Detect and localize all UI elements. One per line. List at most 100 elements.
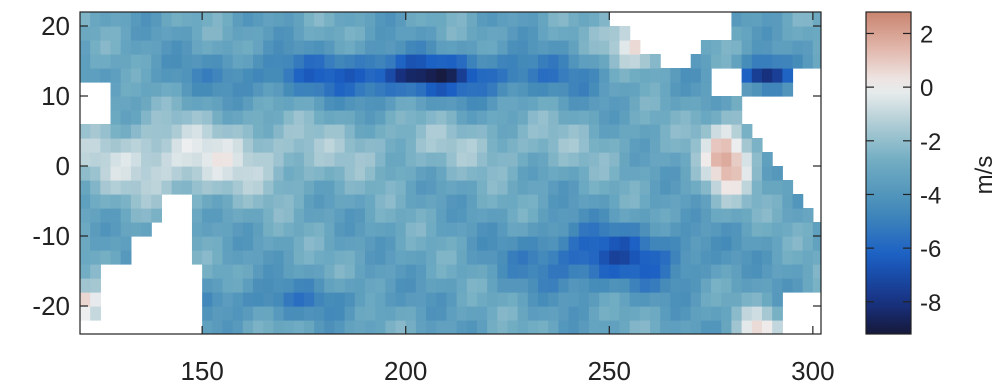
heatmap-cell <box>681 208 692 223</box>
heatmap-cell <box>345 82 356 97</box>
heatmap-cell <box>385 194 396 209</box>
heatmap-cell <box>518 236 529 251</box>
heatmap-cell <box>345 68 356 83</box>
heatmap-cell <box>650 138 661 153</box>
heatmap-cell <box>457 40 468 55</box>
heatmap-cell <box>90 208 101 223</box>
heatmap-cell <box>223 292 234 307</box>
heatmap-cell <box>223 208 234 223</box>
heatmap-cell <box>670 306 681 321</box>
heatmap-cell <box>711 96 722 111</box>
heatmap-cell <box>518 12 529 27</box>
heatmap-cell <box>538 138 549 153</box>
heatmap-cell <box>548 40 559 55</box>
heatmap-cell <box>497 40 508 55</box>
heatmap-cell <box>111 26 122 41</box>
heatmap-cell <box>182 12 193 27</box>
heatmap-cell <box>650 250 661 265</box>
heatmap-cell <box>212 82 223 97</box>
heatmap-cell <box>324 194 335 209</box>
heatmap-cell <box>762 250 773 265</box>
heatmap-cell <box>508 12 519 27</box>
heatmap-cell <box>681 306 692 321</box>
heatmap-cell <box>243 208 254 223</box>
heatmap-cell <box>324 110 335 125</box>
heatmap-cell <box>131 194 142 209</box>
heatmap-cell <box>518 320 529 335</box>
heatmap-cell <box>701 236 712 251</box>
heatmap-cell <box>314 278 325 293</box>
heatmap-cell <box>416 110 427 125</box>
heatmap-cell <box>599 54 610 69</box>
heatmap-cell <box>599 222 610 237</box>
heatmap-cell <box>538 12 549 27</box>
heatmap-cell <box>385 152 396 167</box>
heatmap-cell <box>324 222 335 237</box>
heatmap-cell <box>528 68 539 83</box>
heatmap-cell <box>619 152 630 167</box>
heatmap-cell <box>192 222 203 237</box>
heatmap-cell <box>731 222 742 237</box>
heatmap-cell <box>528 152 539 167</box>
heatmap-cell <box>803 264 814 279</box>
heatmap-cell <box>304 54 315 69</box>
heatmap-cell <box>385 208 396 223</box>
heatmap-cell <box>243 306 254 321</box>
heatmap-cell <box>121 54 132 69</box>
heatmap-cell <box>589 96 600 111</box>
heatmap-cell <box>782 68 793 83</box>
heatmap-cell <box>355 68 366 83</box>
heatmap-cell <box>711 222 722 237</box>
heatmap-cell <box>619 208 630 223</box>
heatmap-cell <box>233 96 244 111</box>
heatmap-cell <box>630 68 641 83</box>
heatmap-cell <box>803 208 814 223</box>
heatmap-cell <box>121 124 132 139</box>
heatmap-cell <box>731 124 742 139</box>
heatmap-cell <box>528 236 539 251</box>
heatmap-cell <box>640 54 651 69</box>
heatmap-cell <box>182 138 193 153</box>
heatmap-cell <box>263 194 274 209</box>
heatmap-cell <box>457 26 468 41</box>
heatmap-cell <box>681 194 692 209</box>
heatmap-cell <box>192 208 203 223</box>
heatmap-cell <box>324 26 335 41</box>
heatmap-cell <box>385 82 396 97</box>
y-tick-label: 20 <box>41 11 70 41</box>
heatmap-cell <box>691 264 702 279</box>
heatmap-cell <box>416 236 427 251</box>
heatmap-cell <box>752 138 763 153</box>
heatmap-cell <box>284 82 295 97</box>
heatmap-cell <box>558 124 569 139</box>
heatmap-cell <box>243 138 254 153</box>
heatmap-cell <box>345 222 356 237</box>
heatmap-cell <box>619 292 630 307</box>
heatmap-cell <box>172 40 183 55</box>
heatmap-cell <box>670 152 681 167</box>
heatmap-cell <box>619 264 630 279</box>
heatmap-cell <box>457 152 468 167</box>
heatmap-cell <box>375 40 386 55</box>
heatmap-cell <box>294 222 305 237</box>
heatmap-cell <box>772 12 783 27</box>
heatmap-cell <box>670 236 681 251</box>
heatmap-cell <box>385 54 396 69</box>
heatmap-cell <box>813 264 824 279</box>
heatmap-cell <box>772 208 783 223</box>
heatmap-cell <box>497 152 508 167</box>
heatmap-cell <box>355 250 366 265</box>
heatmap-cell <box>569 222 580 237</box>
heatmap-cell <box>457 82 468 97</box>
heatmap-cell <box>670 292 681 307</box>
heatmap-cell <box>548 152 559 167</box>
heatmap-cell <box>772 264 783 279</box>
heatmap-cell <box>141 96 152 111</box>
heatmap-cell <box>212 110 223 125</box>
heatmap-cell <box>497 320 508 335</box>
heatmap-cell <box>121 40 132 55</box>
heatmap-cell <box>151 194 162 209</box>
heatmap-cell <box>446 110 457 125</box>
heatmap-cell <box>161 82 172 97</box>
heatmap-cell <box>182 96 193 111</box>
